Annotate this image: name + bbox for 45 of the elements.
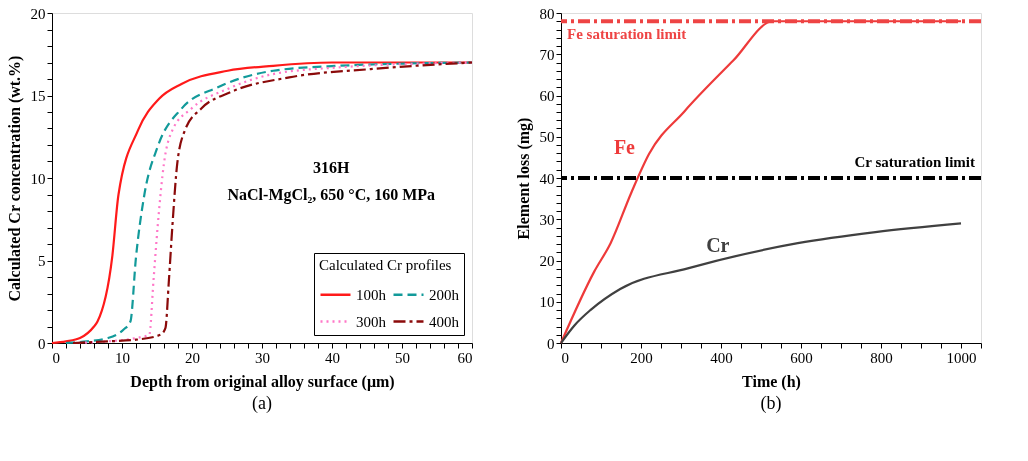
ref-line-label: Cr saturation limit: [854, 154, 975, 170]
legend-label: 200h: [429, 286, 460, 303]
y-tick-label: 10: [30, 170, 46, 187]
y-tick-label: 5: [38, 253, 46, 269]
x-tick-label: 400: [710, 349, 733, 366]
annotation: NaCl-MgCl₂, 650 °C, 160 MPa: [227, 186, 436, 205]
legend-label: 400h: [429, 313, 460, 330]
x-tick-label: 200: [630, 349, 653, 366]
line-series: [559, 222, 963, 345]
x-tick-label: 800: [870, 349, 893, 366]
x-tick-label: 50: [395, 349, 410, 366]
legend-label: 300h: [356, 313, 387, 330]
legend-title: Calculated Cr profiles: [319, 257, 452, 273]
y-tick-label: 15: [30, 88, 46, 104]
annotation: 316H: [313, 159, 351, 177]
y-tick-label: 60: [539, 88, 555, 104]
series-label: Cr: [706, 234, 730, 257]
y-tick-label: 0: [38, 335, 46, 352]
text: (b): [760, 393, 782, 414]
y-axis-title: Element loss (mg): [514, 117, 533, 240]
y-tick-label: 10: [539, 294, 555, 311]
y-tick-label: 80: [539, 5, 555, 22]
y-tick-label: 30: [539, 211, 555, 228]
y-tick-label: 70: [539, 46, 555, 63]
x-axis-title: Depth from original alloy surface (μm): [130, 372, 395, 391]
text: (a): [252, 393, 272, 414]
y-tick-label: 20: [539, 253, 555, 269]
x-tick-label: 1000: [946, 349, 977, 366]
x-tick-label: 600: [790, 349, 813, 366]
x-tick-label: 0: [561, 349, 569, 366]
x-tick-label: 0: [52, 349, 60, 366]
y-tick-label: 40: [539, 170, 555, 187]
x-axis-title: Time (h): [742, 372, 801, 391]
y-tick-label: 0: [547, 335, 555, 352]
series-label: Fe: [613, 136, 636, 159]
legend-label: 100h: [356, 286, 387, 303]
x-tick-label: 40: [325, 349, 340, 366]
ref-line-label: Fe saturation limit: [567, 26, 687, 43]
y-tick-label: 20: [30, 5, 46, 22]
y-tick-label: 50: [539, 129, 555, 146]
x-tick-label: 30: [255, 349, 270, 366]
x-tick-label: 60: [457, 349, 473, 366]
x-tick-label: 10: [115, 349, 130, 366]
x-tick-label: 20: [185, 349, 200, 366]
y-axis-title: Calculated Cr concentration (wt.%): [5, 55, 24, 302]
